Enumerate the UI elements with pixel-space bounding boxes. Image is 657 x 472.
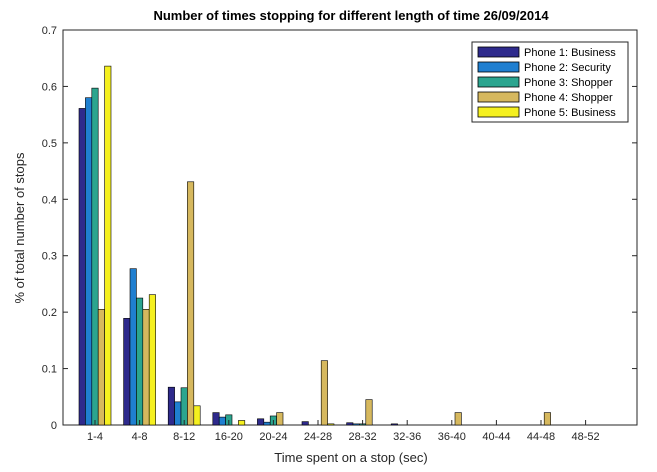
legend-swatch-1: [477, 46, 520, 58]
y-tick-label: 0: [51, 420, 57, 432]
x-tick-label: 20-24: [259, 431, 287, 443]
legend-label-3: Phone 3: Shopper: [524, 77, 613, 89]
x-tick-label: 36-40: [438, 431, 466, 443]
y-tick-label: 0.3: [42, 251, 57, 263]
bar-8-12-series-3: [180, 387, 188, 426]
y-axis-label: % of total number of stops: [12, 152, 27, 304]
bar-1-4-series-2: [85, 97, 93, 426]
bar-1-4-series-3: [91, 87, 99, 426]
bar-16-20-series-5: [238, 420, 246, 426]
bar-24-28-series-1: [301, 421, 309, 426]
legend-swatch-2: [477, 61, 520, 73]
x-tick-label: 40-44: [482, 431, 510, 443]
bar-28-32-series-1: [346, 422, 354, 426]
legend-swatch-3: [477, 76, 520, 88]
x-tick-label: 4-8: [132, 431, 148, 443]
bar-32-36-series-1: [390, 423, 398, 426]
bar-24-28-series-4: [320, 360, 328, 426]
y-axis-ticks: 0 0.1 0.2 0.3 0.4 0.5 0.6 0.7: [42, 25, 637, 432]
legend-label-2: Phone 2: Security: [524, 62, 611, 74]
bar-8-12-series-1: [167, 386, 175, 426]
y-tick-label: 0.1: [42, 364, 57, 376]
legend-swatch-5: [477, 106, 520, 118]
bar-1-4-series-4: [97, 309, 105, 426]
bar-4-8-series-3: [136, 297, 144, 426]
legend-label-4: Phone 4: Shopper: [524, 92, 613, 104]
bar-1-4-series-5: [104, 65, 112, 426]
bar-4-8-series-4: [142, 309, 150, 426]
y-tick-label: 0.6: [42, 81, 57, 93]
x-tick-label: 8-12: [173, 431, 195, 443]
bar-8-12-series-2: [174, 401, 182, 426]
y-tick-label: 0.5: [42, 138, 57, 150]
bar-28-32-series-2: [352, 423, 360, 426]
bar-8-12-series-5: [193, 405, 201, 426]
bar-4-8-series-5: [148, 294, 156, 426]
bar-4-8-series-1: [123, 318, 131, 426]
bar-20-24-series-4: [276, 412, 284, 426]
bar-28-32-series-4: [365, 399, 373, 426]
x-tick-label: 48-52: [572, 431, 600, 443]
x-tick-label: 28-32: [349, 431, 377, 443]
bar-24-28-series-5: [327, 423, 335, 426]
x-tick-label: 16-20: [215, 431, 243, 443]
bar-36-40-series-4: [454, 412, 462, 426]
y-tick-label: 0.2: [42, 307, 57, 319]
legend: Phone 1: Business Phone 2: Security Phone …: [471, 41, 629, 123]
x-axis-ticks: 1-4 4-8 8-12 16-20 20-24 24-28 28-32 32-36 36-40…: [87, 420, 600, 443]
bar-1-4-series-1: [78, 108, 86, 426]
bar-8-12-series-4: [187, 181, 195, 426]
x-tick-label: 32-36: [393, 431, 421, 443]
bar-4-8-series-2: [129, 268, 137, 426]
bars-group: [78, 65, 551, 426]
bar-20-24-series-1: [257, 418, 265, 426]
chart-title: Number of times stopping for different l…: [153, 8, 549, 23]
legend-label-1: Phone 1: Business: [524, 47, 616, 59]
x-axis-label: Time spent on a stop (sec): [274, 450, 427, 465]
x-tick-label: 1-4: [87, 431, 103, 443]
y-tick-label: 0.7: [42, 25, 57, 37]
bar-16-20-series-1: [212, 412, 220, 426]
legend-swatch-4: [477, 91, 520, 103]
legend-label-5: Phone 5: Business: [524, 107, 616, 119]
y-tick-label: 0.4: [42, 194, 57, 206]
bar-44-48-series-4: [543, 412, 551, 426]
x-tick-label: 24-28: [304, 431, 332, 443]
x-tick-label: 44-48: [527, 431, 555, 443]
bar-20-24-series-2: [263, 421, 271, 426]
bar-16-20-series-2: [218, 416, 226, 426]
